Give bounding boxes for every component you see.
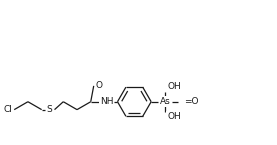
Text: Cl: Cl bbox=[3, 105, 12, 114]
Text: O: O bbox=[96, 81, 103, 90]
Text: As: As bbox=[160, 97, 170, 106]
Text: NH: NH bbox=[100, 97, 113, 106]
Text: =O: =O bbox=[184, 97, 198, 106]
Text: S: S bbox=[47, 105, 52, 114]
Text: OH: OH bbox=[167, 82, 181, 91]
Text: OH: OH bbox=[167, 112, 181, 121]
